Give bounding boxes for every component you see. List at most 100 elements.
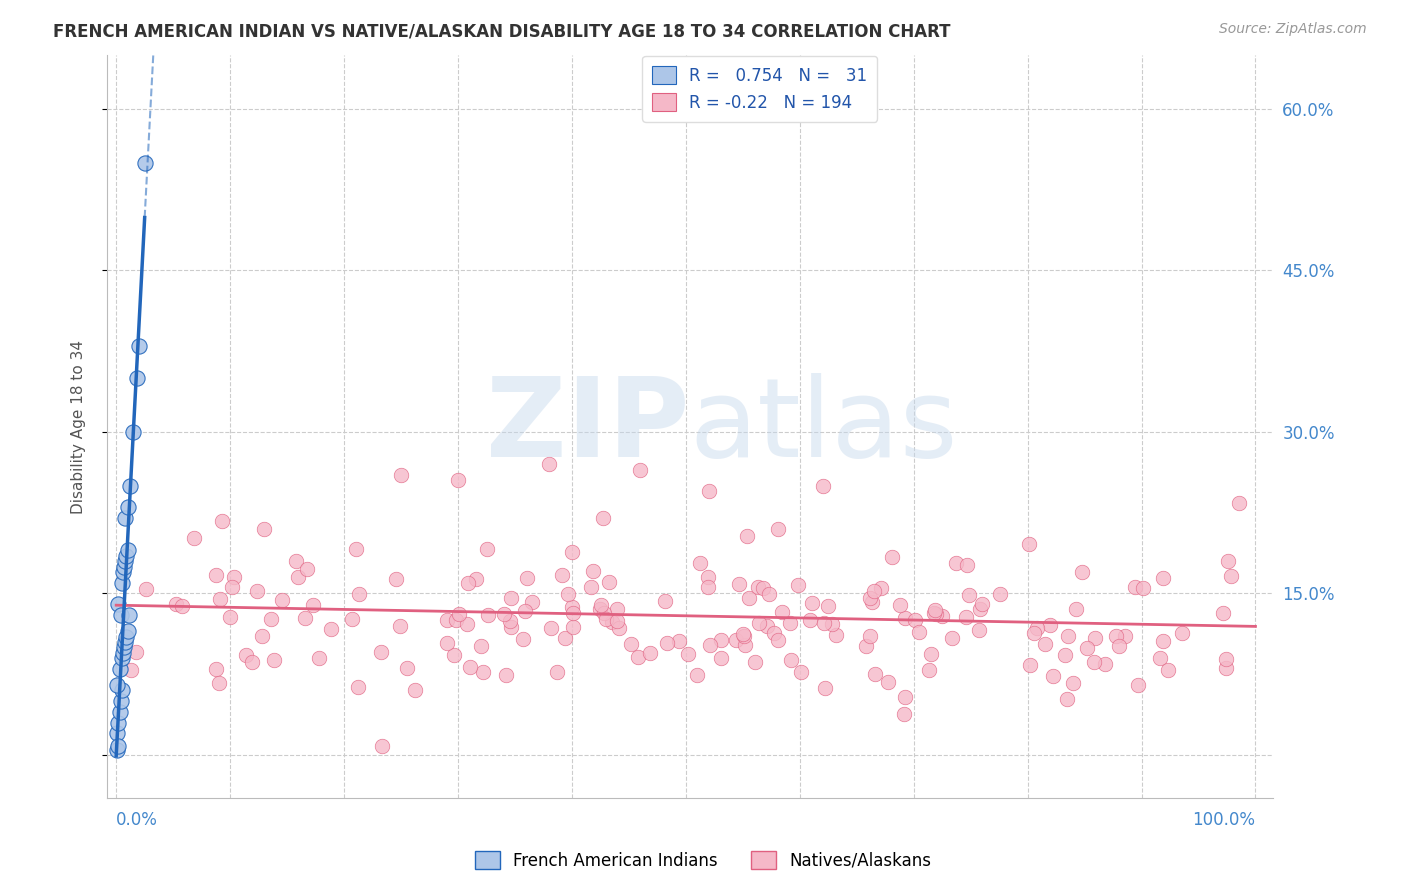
- Text: atlas: atlas: [690, 373, 959, 480]
- Point: [814, 681, 837, 695]
- Point: [125, 645, 148, 659]
- Point: [470, 640, 492, 654]
- Point: [492, 607, 515, 622]
- Point: [869, 581, 891, 595]
- Point: [735, 529, 758, 543]
- Point: [107, 597, 129, 611]
- Point: [790, 665, 813, 680]
- Point: [904, 613, 927, 627]
- Point: [918, 664, 941, 678]
- Point: [235, 648, 257, 662]
- Point: [654, 594, 676, 608]
- Point: [762, 625, 785, 640]
- Point: [697, 580, 720, 594]
- Point: [1018, 657, 1040, 672]
- Point: [285, 554, 308, 568]
- Point: [117, 543, 139, 558]
- Point: [114, 511, 136, 525]
- Point: [1026, 621, 1049, 635]
- Point: [863, 666, 886, 681]
- Point: [752, 581, 775, 595]
- Point: [436, 636, 458, 650]
- Point: [1170, 625, 1192, 640]
- Point: [499, 620, 522, 634]
- Point: [766, 632, 789, 647]
- Point: [546, 665, 568, 680]
- Point: [111, 683, 134, 698]
- Point: [780, 653, 803, 667]
- Point: [321, 622, 343, 636]
- Point: [747, 580, 769, 594]
- Point: [931, 609, 953, 624]
- Point: [252, 629, 274, 643]
- Point: [607, 621, 630, 635]
- Point: [208, 676, 231, 690]
- Point: [561, 620, 583, 634]
- Point: [800, 596, 823, 610]
- Point: [495, 668, 517, 682]
- Point: [1227, 496, 1250, 510]
- Point: [894, 690, 917, 704]
- Point: [443, 648, 465, 662]
- Point: [287, 570, 309, 584]
- Point: [404, 683, 426, 698]
- Point: [108, 705, 131, 719]
- Point: [1220, 569, 1243, 583]
- Text: 100.0%: 100.0%: [1192, 811, 1256, 829]
- Point: [1083, 655, 1105, 669]
- Point: [125, 371, 148, 385]
- Point: [115, 630, 138, 644]
- Point: [893, 706, 915, 721]
- Point: [551, 568, 574, 582]
- Point: [813, 615, 835, 630]
- Point: [472, 665, 495, 680]
- Legend: French American Indians, Natives/Alaskans: French American Indians, Natives/Alaskan…: [468, 845, 938, 877]
- Point: [592, 511, 614, 525]
- Point: [1132, 581, 1154, 595]
- Point: [1128, 678, 1150, 692]
- Point: [1216, 554, 1239, 568]
- Point: [877, 674, 900, 689]
- Point: [111, 646, 134, 660]
- Point: [606, 615, 628, 629]
- Point: [1152, 633, 1174, 648]
- Point: [308, 651, 330, 665]
- Point: [211, 514, 233, 528]
- Point: [344, 541, 367, 556]
- Point: [371, 739, 394, 753]
- Point: [134, 156, 156, 170]
- Point: [475, 541, 498, 556]
- Point: [1152, 571, 1174, 585]
- Point: [263, 653, 285, 667]
- Point: [894, 611, 917, 625]
- Point: [710, 651, 733, 665]
- Point: [889, 599, 911, 613]
- Point: [1157, 663, 1180, 677]
- Point: [114, 635, 136, 649]
- Point: [513, 604, 536, 618]
- Point: [246, 583, 269, 598]
- Point: [1064, 602, 1087, 616]
- Point: [1076, 641, 1098, 656]
- Point: [540, 622, 562, 636]
- Point: [1105, 629, 1128, 643]
- Text: 0.0%: 0.0%: [117, 811, 157, 829]
- Point: [941, 631, 963, 645]
- Point: [557, 587, 579, 601]
- Point: [1062, 675, 1084, 690]
- Point: [799, 613, 821, 627]
- Point: [520, 595, 543, 609]
- Point: [224, 569, 246, 583]
- Point: [591, 598, 613, 612]
- Point: [956, 558, 979, 573]
- Point: [458, 660, 481, 674]
- Point: [957, 589, 980, 603]
- Point: [598, 575, 620, 590]
- Point: [111, 651, 134, 665]
- Point: [112, 559, 135, 574]
- Point: [755, 618, 778, 632]
- Point: [240, 655, 263, 669]
- Point: [696, 570, 718, 584]
- Point: [436, 613, 458, 627]
- Point: [758, 587, 780, 601]
